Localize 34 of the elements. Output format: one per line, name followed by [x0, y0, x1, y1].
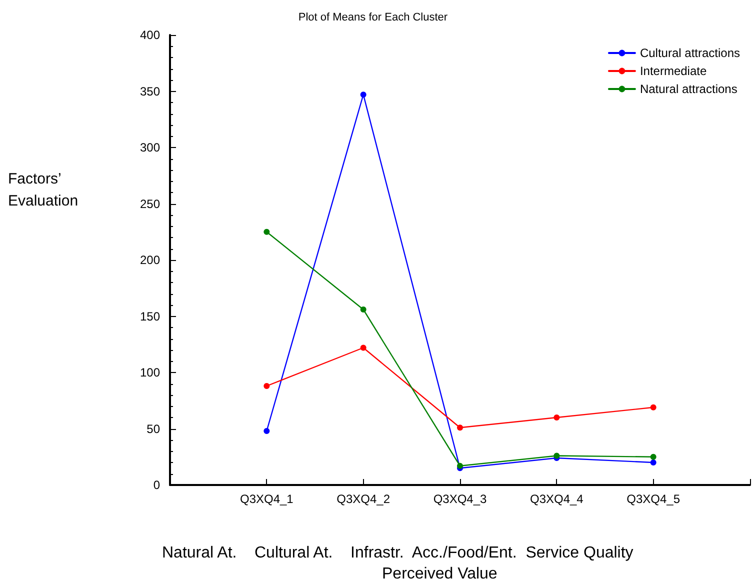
- point: [554, 452, 560, 459]
- y-tick-label: 400: [140, 28, 160, 42]
- point: [650, 460, 656, 466]
- x-tick-label: Q3XQ4_2: [336, 492, 390, 506]
- y-tick-label: 200: [140, 253, 160, 267]
- y-tick-label: 0: [153, 478, 160, 492]
- y-tick-label: 50: [146, 422, 160, 436]
- chart-title: Plot of Means for Each Cluster: [298, 12, 448, 24]
- y-tick-label: 300: [140, 140, 160, 154]
- y-tick-label: 350: [140, 84, 160, 98]
- point: [457, 424, 463, 431]
- point: [457, 462, 463, 469]
- y-axis-title: Factors’ Evaluation: [8, 170, 78, 210]
- y-tick-label: 250: [140, 196, 160, 211]
- point: [360, 92, 366, 98]
- point: [264, 428, 270, 434]
- x-tick-label: Q3XQ4_4: [530, 492, 584, 506]
- point: [650, 404, 656, 410]
- point: [650, 454, 656, 460]
- text: Natural At. Cultural At. Infrastr. Acc./Food/Ent. Service Quality: [162, 544, 634, 562]
- y-tick-label: 150: [140, 309, 160, 324]
- x-tick-label: Q3XQ4_5: [626, 492, 680, 506]
- legend-label: Natural attractions: [640, 82, 738, 96]
- legend-label: Intermediate: [640, 64, 707, 78]
- x-tick-label: Q3XQ4_1: [240, 492, 294, 506]
- x-tick-label: Q3XQ4_3: [433, 492, 488, 506]
- text: Perceived Value: [382, 566, 498, 582]
- point: [360, 306, 366, 312]
- point: [264, 228, 270, 235]
- point: [264, 383, 270, 389]
- y-tick-label: 100: [140, 366, 160, 380]
- point: [554, 414, 560, 420]
- legend-label: Cultural attractions: [640, 46, 740, 60]
- point: [360, 344, 366, 351]
